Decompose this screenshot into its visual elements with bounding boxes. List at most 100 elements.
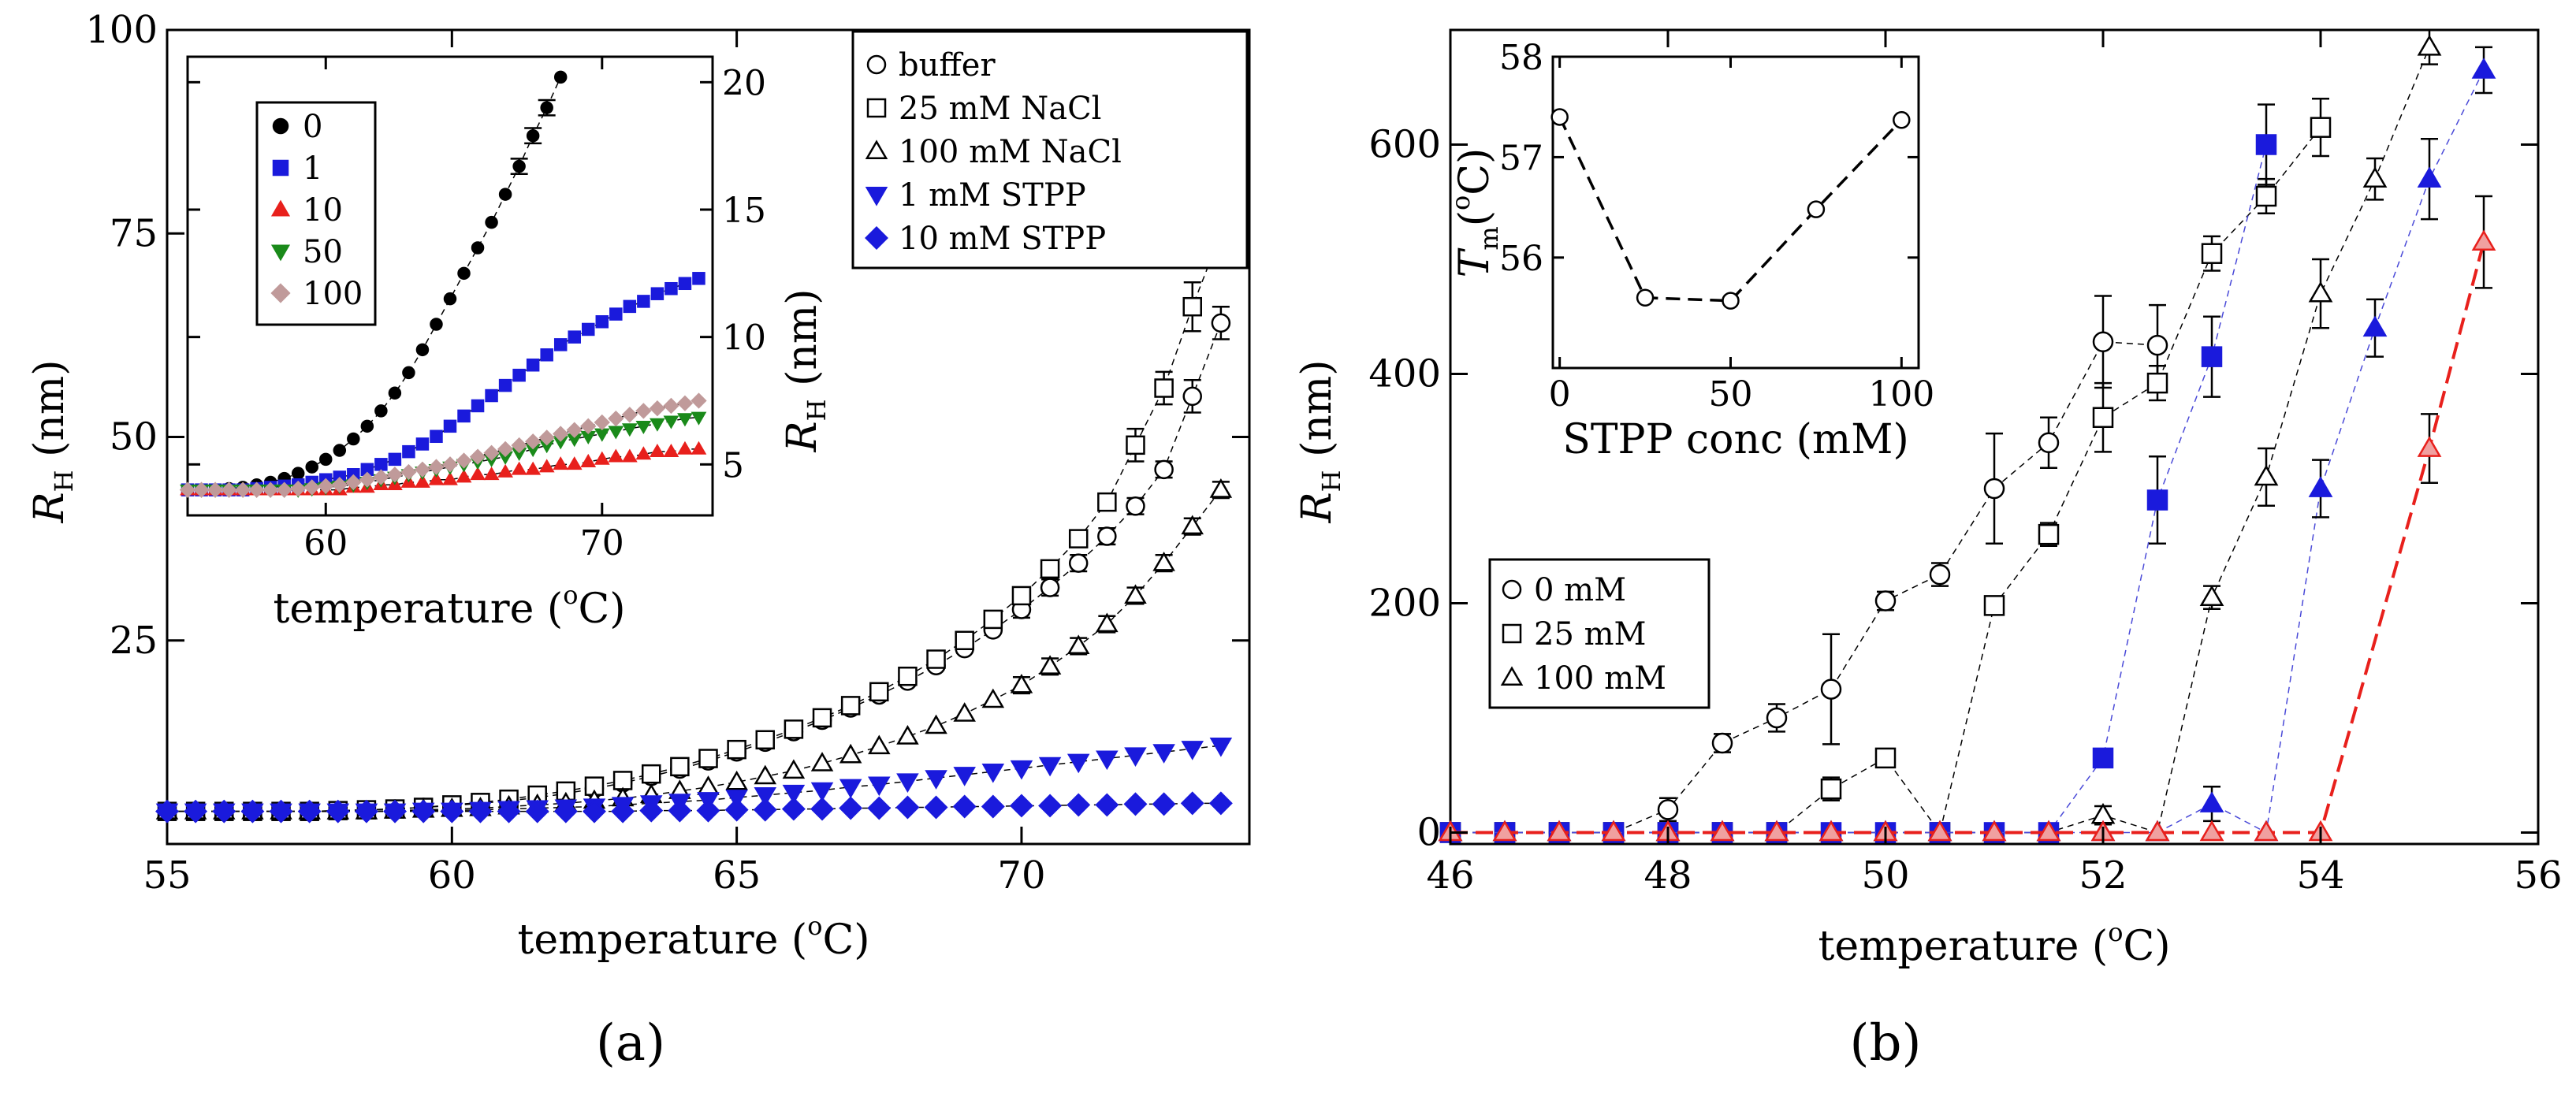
data-point-1 [595, 315, 609, 329]
panel-b-plot-frame [1449, 28, 2540, 846]
data-point-100 [359, 471, 376, 488]
data-point-10-mm-stpp [1123, 792, 1148, 816]
data-point-buffer [1154, 459, 1174, 480]
data-point-blue-triangles [2199, 791, 2224, 812]
x-tick-label: 52 [2079, 853, 2127, 898]
panel-b-xlabel: temperature (oC) [1818, 917, 2170, 970]
data-point-100 [469, 448, 486, 465]
data-point-0 [526, 128, 540, 143]
data-point-0-mm [1929, 563, 1951, 586]
data-point-10 [677, 441, 693, 455]
data-point-25-mm-nacl [1068, 529, 1089, 548]
data-point-1 [553, 338, 568, 351]
data-point-25-mm [1820, 778, 1842, 800]
data-point-100 [538, 429, 555, 446]
panel-b-legend: 0 mM 25 mM 100 mM [1488, 558, 1711, 709]
tm-data-point [1722, 292, 1740, 310]
data-point-25-mm-nacl [812, 708, 832, 728]
panel-a-inset-xlabel: temperature (oC) [273, 580, 625, 633]
data-point-0-mm [1874, 590, 1897, 612]
data-point-0 [360, 419, 374, 433]
data-point-10 [442, 471, 458, 485]
panel-a-legend-box [851, 30, 1249, 270]
data-point-blue-squares [2255, 134, 2277, 155]
y-tick-label: 50 [110, 415, 158, 459]
data-point-0-mm [2038, 432, 2060, 454]
data-point-100-mm-nacl [1067, 634, 1090, 655]
data-point-0 [347, 432, 360, 446]
y-tick-label: 15 [722, 191, 766, 231]
data-point-10-mm-stpp [155, 799, 179, 823]
data-point-1-mm-stpp [782, 784, 806, 805]
data-point-0 [457, 266, 471, 281]
data-point-10-mm-stpp [583, 799, 606, 823]
data-point-10-mm-stpp [354, 799, 378, 823]
data-point-100-mm-nacl [782, 759, 806, 779]
data-point-blue-triangles [2471, 58, 2496, 79]
data-point-100-mm-nacl [1124, 584, 1147, 604]
data-point-1 [540, 348, 553, 362]
data-point-0 [415, 343, 430, 357]
data-point-1 [609, 307, 623, 321]
data-point-25-mm [2201, 243, 2223, 264]
data-point-100-mm [2308, 281, 2333, 303]
legend-label: buffer [899, 47, 996, 84]
data-point-25-mm-nacl [983, 609, 1003, 630]
data-point-0 [443, 292, 457, 306]
data-point-0 [291, 467, 305, 480]
data-point-100 [566, 422, 583, 438]
legend-marker [1502, 579, 1522, 600]
data-point-10 [538, 459, 555, 473]
data-point-50 [691, 411, 707, 426]
legend-marker [270, 244, 291, 262]
data-point-100 [441, 456, 459, 473]
data-point-10-mm-stpp [1180, 791, 1204, 816]
y-tick-label: 200 [1368, 581, 1441, 625]
data-point-25-mm [2255, 185, 2277, 207]
data-point-100-mm-nacl [1038, 655, 1062, 675]
data-point-0 [402, 366, 415, 380]
legend-marker [270, 199, 291, 217]
series-line [167, 232, 1222, 812]
data-point-1-mm-stpp [981, 764, 1005, 783]
x-tick-label: 48 [1644, 853, 1692, 898]
data-point-25-mm [1983, 595, 2005, 616]
data-point-red-triangles [1710, 820, 1735, 842]
data-point-10-mm-stpp [525, 799, 549, 823]
data-point-100 [193, 481, 210, 498]
x-tick-label: 65 [713, 853, 761, 898]
data-point-50 [608, 426, 624, 440]
data-point-100-mm-nacl [697, 775, 720, 795]
y-tick-label: 56 [1499, 239, 1543, 279]
data-point-10-mm-stpp [1152, 792, 1176, 816]
x-tick-label: 60 [428, 853, 476, 898]
legend-marker [272, 117, 289, 135]
y-tick-label: 5 [722, 445, 744, 485]
y-tick-label: 0 [1416, 810, 1441, 854]
data-point-100 [373, 469, 389, 485]
data-point-0-mm [1820, 678, 1842, 700]
data-point-10 [566, 456, 583, 470]
data-point-0-mm [1657, 799, 1679, 820]
data-point-0-mm [2146, 334, 2168, 356]
data-point-10 [580, 453, 597, 467]
data-point-10-mm-stpp [1208, 791, 1233, 816]
legend-label: 1 mM STPP [899, 177, 1086, 214]
data-point-1 [471, 399, 485, 413]
data-point-10-mm-stpp [724, 797, 749, 822]
data-point-100 [386, 467, 404, 483]
data-point-0 [540, 101, 553, 114]
data-point-100 [676, 395, 694, 411]
data-point-100 [179, 481, 196, 498]
data-point-10-mm-stpp [696, 798, 720, 823]
panel-a-legend: buffer 25 mM NaCl 100 mM NaCl 1 mM STPP 10 m… [851, 30, 1249, 270]
data-point-100 [234, 481, 251, 498]
series-line [1450, 69, 2485, 834]
data-point-100 [331, 477, 348, 493]
data-point-10 [525, 461, 542, 475]
data-point-10 [511, 461, 527, 475]
data-point-1 [443, 419, 457, 433]
